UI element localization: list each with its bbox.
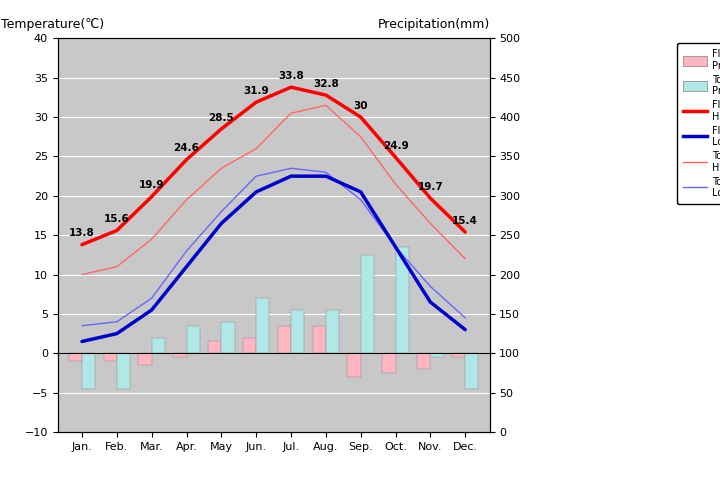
Bar bbox=[417, 353, 431, 369]
Text: Precipitation(mm): Precipitation(mm) bbox=[377, 18, 490, 31]
Text: 13.8: 13.8 bbox=[69, 228, 95, 239]
Text: 15.6: 15.6 bbox=[104, 214, 130, 224]
Bar bbox=[152, 337, 165, 353]
Text: 24.9: 24.9 bbox=[382, 141, 408, 151]
Bar bbox=[382, 353, 395, 373]
Bar bbox=[452, 353, 465, 357]
Bar bbox=[104, 353, 117, 361]
Bar bbox=[395, 247, 409, 353]
Bar bbox=[138, 353, 152, 365]
Text: 33.8: 33.8 bbox=[278, 71, 304, 81]
Text: 30: 30 bbox=[354, 101, 368, 111]
Bar bbox=[291, 310, 305, 353]
Bar bbox=[68, 353, 82, 361]
Text: Temperature(℃): Temperature(℃) bbox=[1, 18, 104, 31]
Bar bbox=[431, 353, 444, 357]
Text: 32.8: 32.8 bbox=[313, 79, 338, 89]
Bar bbox=[82, 353, 95, 389]
Bar bbox=[117, 353, 130, 389]
Bar bbox=[278, 326, 291, 353]
Legend: Florence, SC
Prcp., Tokyo, Japan
Prcp., Florence, SC
High Temp., Florence, SC
Lo: Florence, SC Prcp., Tokyo, Japan Prcp., … bbox=[677, 43, 720, 204]
Text: 24.6: 24.6 bbox=[174, 144, 199, 153]
Bar bbox=[221, 322, 235, 353]
Bar bbox=[361, 255, 374, 353]
Bar bbox=[243, 337, 256, 353]
Text: 19.7: 19.7 bbox=[418, 182, 444, 192]
Bar bbox=[174, 353, 186, 357]
Text: 31.9: 31.9 bbox=[243, 86, 269, 96]
Text: 19.9: 19.9 bbox=[139, 180, 164, 191]
Text: 15.4: 15.4 bbox=[452, 216, 478, 226]
Bar bbox=[208, 341, 221, 353]
Bar bbox=[312, 326, 326, 353]
Bar bbox=[256, 298, 269, 353]
Bar bbox=[465, 353, 479, 389]
Text: 28.5: 28.5 bbox=[209, 113, 234, 122]
Bar bbox=[348, 353, 361, 377]
Bar bbox=[186, 326, 199, 353]
Bar bbox=[326, 310, 339, 353]
